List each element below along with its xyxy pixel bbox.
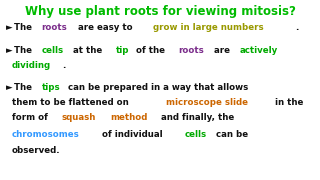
Text: The: The <box>14 46 35 55</box>
Text: form of: form of <box>12 113 50 122</box>
Text: tip: tip <box>116 46 129 55</box>
Text: ►: ► <box>6 83 12 92</box>
Text: cells: cells <box>185 130 207 139</box>
Text: roots: roots <box>178 46 204 55</box>
Text: Why use plant roots for viewing mitosis?: Why use plant roots for viewing mitosis? <box>25 5 295 18</box>
Text: in the: in the <box>272 98 303 107</box>
Text: them to be flattened on: them to be flattened on <box>12 98 131 107</box>
Text: .: . <box>62 61 65 70</box>
Text: .: . <box>296 23 299 32</box>
Text: method: method <box>110 113 147 122</box>
Text: and finally, the: and finally, the <box>158 113 234 122</box>
Text: can be: can be <box>213 130 249 139</box>
Text: dividing: dividing <box>12 61 51 70</box>
Text: observed.: observed. <box>12 146 60 155</box>
Text: actively: actively <box>240 46 278 55</box>
Text: chromosomes: chromosomes <box>12 130 79 139</box>
Text: squash: squash <box>62 113 96 122</box>
Text: are: are <box>211 46 233 55</box>
Text: of individual: of individual <box>99 130 165 139</box>
Text: are easy to: are easy to <box>75 23 135 32</box>
Text: cells: cells <box>41 46 64 55</box>
Text: The: The <box>14 23 35 32</box>
Text: ►: ► <box>6 23 12 32</box>
Text: tips: tips <box>41 83 60 92</box>
Text: microscope slide: microscope slide <box>166 98 248 107</box>
Text: roots: roots <box>41 23 67 32</box>
Text: at the: at the <box>70 46 105 55</box>
Text: can be prepared in a way that allows: can be prepared in a way that allows <box>65 83 249 92</box>
Text: of the: of the <box>133 46 168 55</box>
Text: ►: ► <box>6 46 12 55</box>
Text: The: The <box>14 83 35 92</box>
Text: grow in large numbers: grow in large numbers <box>153 23 263 32</box>
